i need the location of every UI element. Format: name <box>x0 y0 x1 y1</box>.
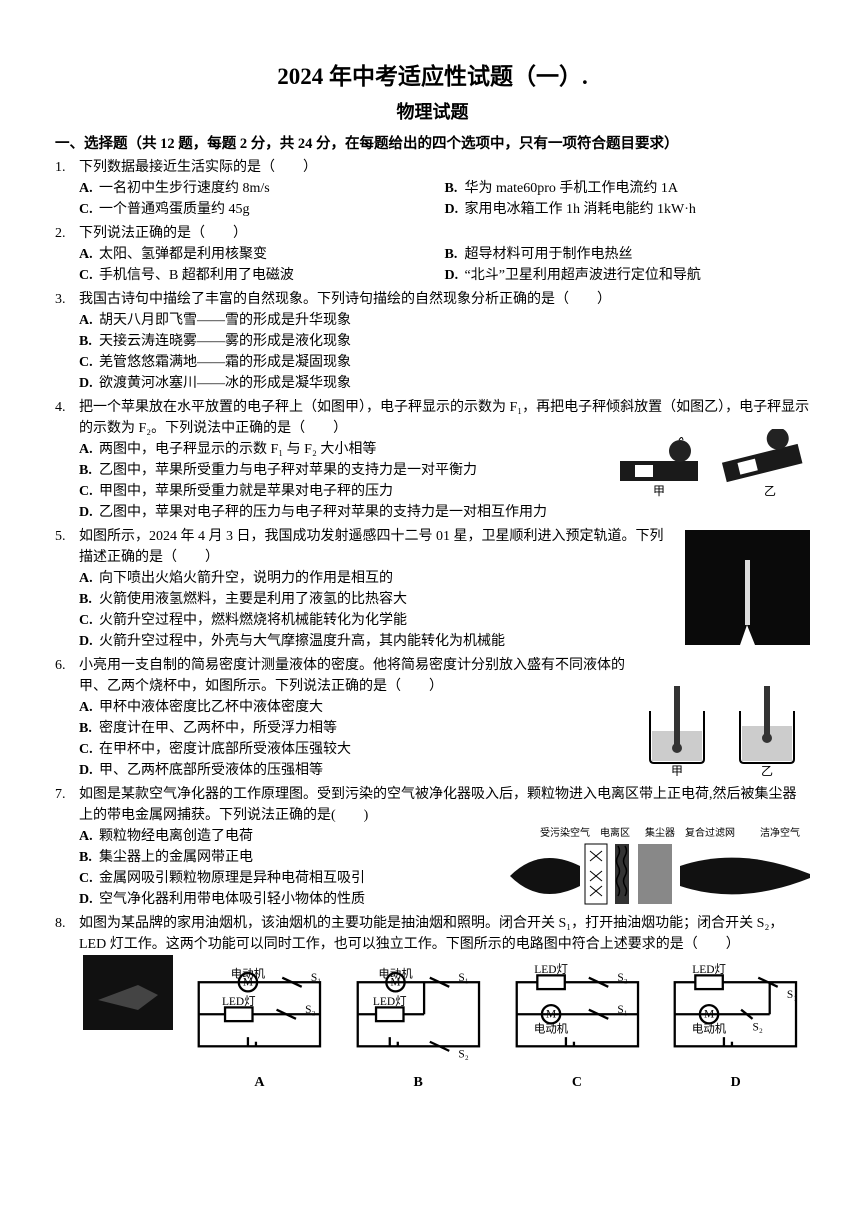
q7-opt-d: 空气净化器利用带电体吸引轻小物体的性质 <box>99 892 365 907</box>
q4-opt-d: 乙图中，苹果对电子秤的压力与电子秤对苹果的支持力是一对相互作用力 <box>99 505 547 520</box>
question-4: 4.把一个苹果放在水平放置的电子秤上（如图甲），电子秤显示的示数为 F₁，再把电… <box>55 397 810 523</box>
circuit-c-label: C <box>503 1072 652 1093</box>
q3-opt-a: 胡天八月即飞雪——雪的形成是升华现象 <box>99 313 351 328</box>
svg-text:电动机: 电动机 <box>692 1022 727 1036</box>
q2-opt-b: 超导材料可用于制作电热丝 <box>465 247 633 262</box>
q1-num: 1. <box>55 157 79 178</box>
q7-opt-c: 金属网吸引颗粒物原理是异种电荷相互吸引 <box>99 871 365 886</box>
svg-text:LED灯: LED灯 <box>534 963 568 976</box>
q2-num: 2. <box>55 223 79 244</box>
circuit-c: LED灯 S₂ M 电动机 S₁ C <box>503 957 652 1069</box>
svg-text:S₁: S₁ <box>787 990 797 1002</box>
svg-text:电动机: 电动机 <box>533 1022 568 1036</box>
svg-text:甲: 甲 <box>671 764 683 776</box>
svg-text:S₂: S₂ <box>617 972 627 984</box>
q7-figure: 受污染空气 电离区 集尘器 复合过滤网 洁净空气 <box>510 826 810 916</box>
question-6: 6.小亮用一支自制的简易密度计测量液体的密度。他将简易密度计分别放入盛有不同液体… <box>55 655 810 781</box>
q1-opt-c: 一个普通鸡蛋质量约 45g <box>99 202 250 217</box>
q5-opt-a: 向下喷出火焰火箭升空，说明力的作用是相互的 <box>99 571 393 586</box>
q2-opt-c: 手机信号、B 超都利用了电磁波 <box>99 268 294 283</box>
q3-opt-c: 羌管悠悠霜满地——霜的形成是凝固现象 <box>99 355 351 370</box>
q4-figure: 甲 乙 <box>615 429 810 497</box>
svg-text:乙: 乙 <box>761 764 773 776</box>
q6-stem: 小亮用一支自制的简易密度计测量液体的密度。他将简易密度计分别放入盛有不同液体的甲… <box>79 658 625 694</box>
question-3: 3.我国古诗句中描绘了丰富的自然现象。下列诗句描绘的自然现象分析正确的是（ ） … <box>55 289 810 394</box>
page-title: 2024 年中考适应性试题（一）. <box>55 60 810 95</box>
q3-num: 3. <box>55 289 79 310</box>
svg-text:复合过滤网: 复合过滤网 <box>685 826 735 839</box>
q1-opt-a: 一名初中生步行速度约 8m/s <box>99 181 270 196</box>
q4-opt-b: 乙图中，苹果所受重力与电子秤对苹果的支持力是一对平衡力 <box>99 463 477 478</box>
svg-text:LED灯: LED灯 <box>692 963 726 976</box>
q1-stem: 下列数据最接近生活实际的是（ ） <box>79 160 317 175</box>
q7-stem: 如图是某款空气净化器的工作原理图。受到污染的空气被净化器吸入后，颗粒物进入电离区… <box>79 787 797 823</box>
page-subtitle: 物理试题 <box>55 99 810 126</box>
q6-opt-a: 甲杯中液体密度比乙杯中液体密度大 <box>99 700 323 715</box>
svg-text:受污染空气: 受污染空气 <box>540 826 590 839</box>
svg-text:甲: 甲 <box>653 484 665 497</box>
q5-opt-c: 火箭升空过程中，燃料燃烧将机械能转化为化学能 <box>99 613 407 628</box>
q7-opt-b: 集尘器上的金属网带正电 <box>99 850 253 865</box>
svg-text:乙: 乙 <box>764 484 776 497</box>
svg-text:M: M <box>243 977 253 989</box>
svg-text:S₂: S₂ <box>753 1022 763 1034</box>
circuit-a: 电动机 M S₁ LED灯 S₂ A <box>185 957 334 1069</box>
svg-text:M: M <box>390 977 400 989</box>
question-5: 5.如图所示，2024 年 4 月 3 日，我国成功发射遥感四十二号 01 星，… <box>55 526 810 652</box>
q4-opt-a: 两图中，电子秤显示的示数 F₁ 与 F₂ 大小相等 <box>99 442 376 457</box>
q6-opt-d: 甲、乙两杯底部所受液体的压强相等 <box>99 763 323 778</box>
svg-text:M: M <box>704 1009 714 1021</box>
q5-opt-d: 火箭升空过程中，外壳与大气摩擦温度升高，其内能转化为机械能 <box>99 634 505 649</box>
q6-num: 6. <box>55 655 79 676</box>
svg-text:S₁: S₁ <box>458 972 468 984</box>
q7-opt-a: 颗粒物经电离创造了电荷 <box>99 829 253 844</box>
q2-stem: 下列说法正确的是（ ） <box>79 226 247 241</box>
q8-stem: 如图为某品牌的家用油烟机，该油烟机的主要功能是抽油烟和照明。闭合开关 S₁，打开… <box>79 916 783 952</box>
circuit-d-label: D <box>661 1072 810 1093</box>
svg-text:洁净空气: 洁净空气 <box>760 826 800 839</box>
svg-text:LED灯: LED灯 <box>222 995 256 1008</box>
q5-opt-b: 火箭使用液氢燃料，主要是利用了液氢的比热容大 <box>99 592 407 607</box>
question-1: 1.下列数据最接近生活实际的是（ ） A.一名初中生步行速度约 8m/s B.华… <box>55 157 810 220</box>
section-heading: 一、选择题（共 12 题，每题 2 分，共 24 分，在每题给出的四个选项中，只… <box>55 134 810 156</box>
question-2: 2.下列说法正确的是（ ） A.太阳、氢弹都是利用核聚变 B.超导材料可用于制作… <box>55 223 810 286</box>
svg-text:电离区: 电离区 <box>600 826 630 839</box>
q3-opt-d: 欲渡黄河冰塞川——冰的形成是凝华现象 <box>99 376 351 391</box>
q5-figure <box>685 530 810 645</box>
svg-text:S₁: S₁ <box>617 1004 627 1016</box>
question-8: 8.如图为某品牌的家用油烟机，该油烟机的主要功能是抽油烟和照明。闭合开关 S₁，… <box>55 913 810 1047</box>
q2-opt-d: “北斗”卫星利用超声波进行定位和导航 <box>465 268 701 283</box>
q1-opt-b: 华为 mate60pro 手机工作电流约 1A <box>465 181 678 196</box>
svg-text:S₁: S₁ <box>311 972 321 984</box>
svg-text:S₂: S₂ <box>305 1004 315 1016</box>
q3-opt-b: 天接云涛连晓雾——雾的形成是液化现象 <box>99 334 351 349</box>
q6-opt-b: 密度计在甲、乙两杯中，所受浮力相等 <box>99 721 337 736</box>
q5-num: 5. <box>55 526 79 547</box>
svg-text:LED灯: LED灯 <box>373 995 407 1008</box>
q1-opt-d: 家用电冰箱工作 1h 消耗电能约 1kW·h <box>465 202 696 217</box>
svg-text:M: M <box>545 1009 555 1021</box>
q6-figure: 甲 乙 <box>635 681 810 776</box>
q8-num: 8. <box>55 913 79 934</box>
svg-text:集尘器: 集尘器 <box>645 826 675 839</box>
q3-stem: 我国古诗句中描绘了丰富的自然现象。下列诗句描绘的自然现象分析正确的是（ ） <box>79 292 611 307</box>
question-7: 7.如图是某款空气净化器的工作原理图。受到污染的空气被净化器吸入后，颗粒物进入电… <box>55 784 810 910</box>
q4-num: 4. <box>55 397 79 418</box>
circuit-b: 电动机 M S₁ LED灯 S₂ B <box>344 957 493 1069</box>
q4-opt-c: 甲图中，苹果所受重力就是苹果对电子秤的压力 <box>99 484 393 499</box>
circuit-a-label: A <box>185 1072 334 1093</box>
q2-opt-a: 太阳、氢弹都是利用核聚变 <box>99 247 267 262</box>
circuit-d: LED灯 S₁ M 电动机 S₂ D <box>661 957 810 1069</box>
q5-stem: 如图所示，2024 年 4 月 3 日，我国成功发射遥感四十二号 01 星，卫星… <box>79 529 664 565</box>
circuit-b-label: B <box>344 1072 493 1093</box>
q6-opt-c: 在甲杯中，密度计底部所受液体压强较大 <box>99 742 351 757</box>
svg-text:S₂: S₂ <box>458 1049 468 1061</box>
q8-photo <box>83 955 173 1030</box>
q7-num: 7. <box>55 784 79 805</box>
